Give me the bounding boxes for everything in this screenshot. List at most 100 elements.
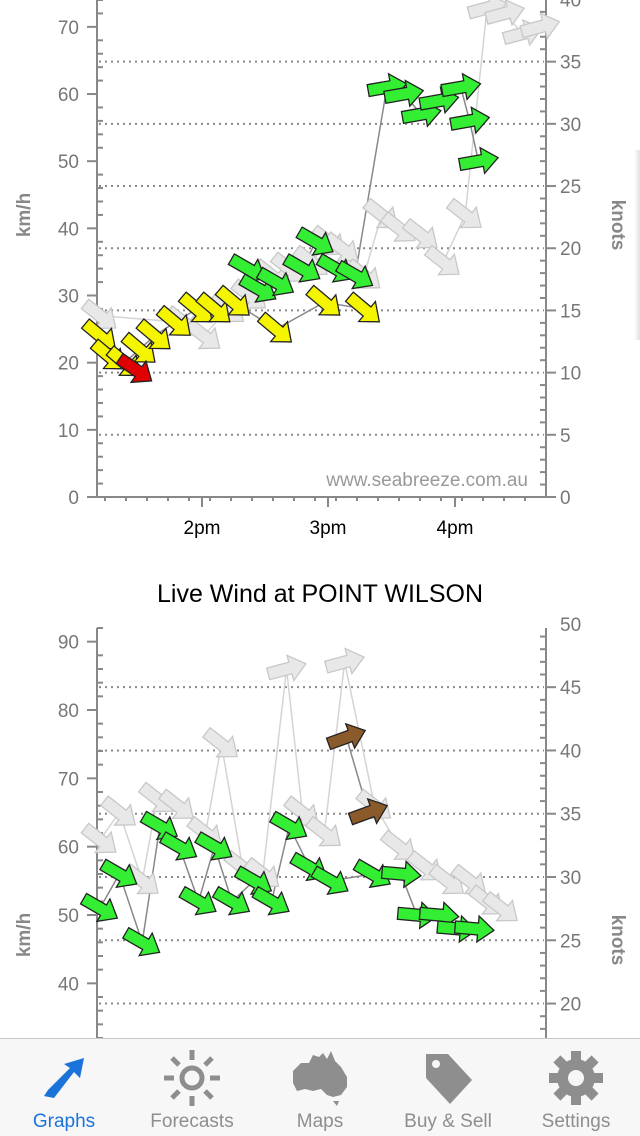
wind-arrow bbox=[80, 298, 117, 330]
wind-arrow bbox=[201, 726, 239, 758]
wind-arrow bbox=[304, 815, 341, 847]
wind-arrow bbox=[383, 79, 425, 108]
edge-shadow bbox=[634, 150, 640, 340]
tab-maps[interactable]: Maps bbox=[256, 1039, 384, 1136]
x-tick-label: 4pm bbox=[437, 518, 474, 539]
y-left-tick-label: 70 bbox=[58, 18, 79, 39]
y-left-tick-label: 60 bbox=[58, 85, 79, 106]
wind-arrow bbox=[251, 885, 290, 916]
wind-arrow bbox=[158, 831, 198, 861]
tab-buy-sell[interactable]: Buy & Sell bbox=[384, 1039, 512, 1136]
wind-arrow bbox=[115, 352, 153, 384]
x-tick-label: 3pm bbox=[310, 518, 347, 539]
y-left-tick-label: 50 bbox=[58, 152, 79, 173]
wind-arrow bbox=[380, 859, 422, 889]
wind-arrow bbox=[178, 885, 217, 916]
tab-maps-label: Maps bbox=[296, 1111, 344, 1132]
y-left-tick-label: 40 bbox=[58, 219, 79, 240]
y-left-tick-label: 50 bbox=[58, 906, 79, 927]
wind-arrow bbox=[481, 890, 518, 922]
wind-arrow bbox=[440, 72, 482, 101]
tab-buy-sell-label: Buy & Sell bbox=[404, 1111, 492, 1132]
wind-arrow bbox=[135, 318, 171, 350]
tab-settings-label: Settings bbox=[541, 1111, 611, 1132]
wind-arrow bbox=[323, 647, 365, 676]
wind-arrow bbox=[194, 831, 233, 861]
wind-arrow bbox=[347, 797, 389, 826]
wind-chart-point-wilson: 40 50 60 70 80 90 20 25 30 35 40 45 50 km/h knots bbox=[14, 615, 628, 1038]
wind-arrows bbox=[80, 0, 561, 384]
wind-arrow bbox=[121, 926, 161, 957]
wind-arrow bbox=[379, 829, 416, 861]
chart-title: Live Wind at POINT WILSON bbox=[156, 580, 483, 608]
y-right-tick-label: 35 bbox=[560, 805, 581, 826]
wind-arrow bbox=[99, 858, 138, 889]
y-left-tick-label: 30 bbox=[58, 287, 79, 308]
wind-arrow bbox=[449, 106, 491, 135]
y-right-tick-label: 20 bbox=[560, 995, 581, 1016]
wind-arrow bbox=[265, 654, 307, 683]
y-left-tick-label: 40 bbox=[58, 974, 79, 995]
axes: 40 50 60 70 80 90 20 25 30 35 40 45 50 bbox=[58, 615, 581, 1038]
wind-arrow bbox=[305, 284, 341, 316]
wind-arrow bbox=[155, 304, 191, 336]
wind-arrow bbox=[282, 253, 321, 283]
y-right-tick-label: 40 bbox=[560, 0, 581, 11]
y-right-tick-label: 15 bbox=[560, 301, 581, 322]
watermark: www.seabreeze.com.au bbox=[325, 470, 528, 491]
y-right-axis-label: knots bbox=[607, 200, 628, 251]
tab-graphs[interactable]: Graphs bbox=[0, 1039, 128, 1136]
tab-settings[interactable]: Settings bbox=[512, 1039, 640, 1136]
y-left-tick-label: 90 bbox=[58, 633, 79, 654]
wind-arrow bbox=[484, 0, 526, 27]
series-line bbox=[99, 5, 541, 337]
y-right-tick-label: 25 bbox=[560, 177, 581, 198]
y-right-tick-label: 35 bbox=[560, 53, 581, 74]
wind-arrow bbox=[238, 273, 277, 303]
wind-arrow bbox=[352, 858, 392, 889]
y-right-tick-label: 0 bbox=[560, 488, 571, 509]
y-right-tick-label: 25 bbox=[560, 931, 581, 952]
y-right-tick-label: 30 bbox=[560, 115, 581, 136]
y-left-tick-label: 70 bbox=[58, 769, 79, 790]
y-left-tick-label: 60 bbox=[58, 838, 79, 859]
y-left-axis-label: km/h bbox=[14, 193, 35, 237]
sun-icon bbox=[159, 1047, 225, 1109]
wind-arrow bbox=[423, 244, 460, 276]
wind-arrow bbox=[519, 12, 561, 40]
y-right-tick-label: 30 bbox=[560, 868, 581, 889]
wind-arrow bbox=[157, 788, 195, 820]
wind-arrow bbox=[310, 865, 349, 895]
wind-chart-top: 0 10 20 30 40 50 60 70 0 5 10 15 20 25 30 35 40 2pm 3pm 4pm… bbox=[14, 0, 628, 539]
y-right-tick-label: 20 bbox=[560, 239, 581, 260]
wind-arrow bbox=[445, 197, 482, 229]
australia-map-icon bbox=[287, 1047, 353, 1109]
wind-arrow bbox=[195, 291, 231, 323]
y-left-tick-label: 10 bbox=[58, 421, 79, 442]
gear-icon bbox=[543, 1047, 609, 1109]
wind-arrow bbox=[211, 885, 251, 916]
y-right-tick-label: 50 bbox=[560, 615, 581, 636]
wind-arrow bbox=[79, 892, 119, 923]
wind-arrow bbox=[214, 284, 250, 316]
wind-arrow bbox=[457, 146, 500, 175]
wind-arrow bbox=[334, 259, 374, 290]
graph-arrow-icon bbox=[31, 1047, 97, 1109]
tab-graphs-label: Graphs bbox=[32, 1111, 96, 1132]
wind-arrow bbox=[325, 722, 367, 751]
y-right-tick-label: 5 bbox=[560, 426, 571, 447]
y-left-tick-label: 20 bbox=[58, 354, 79, 375]
y-left-tick-label: 80 bbox=[58, 701, 79, 722]
wind-arrow bbox=[256, 311, 293, 343]
wind-arrow bbox=[268, 810, 308, 841]
y-left-tick-label: 0 bbox=[68, 488, 79, 509]
wind-arrows bbox=[79, 647, 518, 957]
wind-arrow bbox=[401, 217, 438, 249]
tab-forecasts[interactable]: Forecasts bbox=[128, 1039, 256, 1136]
wind-arrow bbox=[255, 266, 295, 297]
tab-forecasts-label: Forecasts bbox=[150, 1111, 234, 1132]
axes: 0 10 20 30 40 50 60 70 0 5 10 15 20 25 30 35 40 2pm 3pm 4pm bbox=[58, 0, 581, 539]
wind-arrow bbox=[80, 822, 117, 854]
y-left-axis-label: km/h bbox=[14, 913, 35, 957]
wind-arrow bbox=[99, 795, 136, 826]
